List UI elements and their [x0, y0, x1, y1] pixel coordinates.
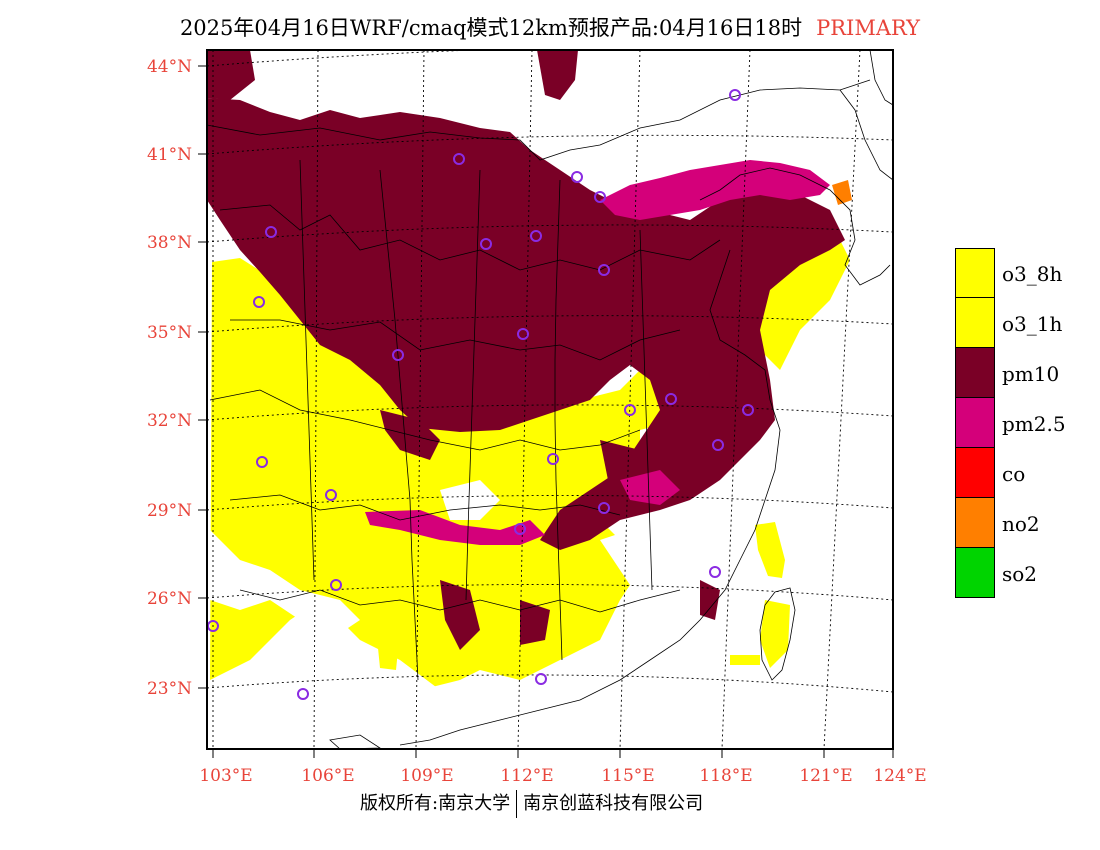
- footer-separator: [516, 790, 518, 818]
- lat-label: 44°N: [147, 57, 192, 77]
- pm25-region: [365, 160, 830, 545]
- title-text: 2025年04月16日WRF/cmaq模式12km预报产品:04月16日18时: [179, 16, 803, 40]
- lon-label: 106°E: [301, 766, 354, 786]
- graticule: [207, 50, 893, 749]
- lat-label: 35°N: [147, 323, 192, 343]
- legend-swatch: [955, 498, 995, 548]
- legend-swatch: [955, 448, 995, 498]
- legend-swatch: [955, 248, 995, 298]
- lon-label: 112°E: [500, 766, 553, 786]
- copyright-footer: 版权所有:南京大学 南京创蓝科技有限公司: [360, 789, 703, 818]
- legend-swatch: [955, 348, 995, 398]
- legend-label: no2: [1002, 512, 1040, 536]
- lat-label: 29°N: [147, 501, 192, 521]
- footer-left: 版权所有:南京大学: [360, 793, 511, 814]
- legend-label: co: [1002, 462, 1026, 486]
- legend-label: pm2.5: [1002, 412, 1066, 436]
- legend-label: so2: [1002, 562, 1038, 586]
- lon-label: 103°E: [199, 766, 252, 786]
- lat-label: 32°N: [147, 411, 192, 431]
- map-frame: [206, 49, 894, 750]
- tick-marks: [198, 65, 894, 758]
- lat-labels: 44°N 41°N 38°N 35°N 32°N 29°N 26°N 23°N: [147, 57, 192, 699]
- lat-label: 26°N: [147, 589, 192, 609]
- lon-labels: 103°E 106°E 109°E 112°E 115°E 118°E 121°…: [199, 766, 926, 786]
- legend-label: pm10: [1002, 362, 1060, 386]
- lon-label: 115°E: [601, 766, 654, 786]
- lat-label: 41°N: [147, 145, 192, 165]
- lon-label: 118°E: [699, 766, 752, 786]
- lon-label: 121°E: [799, 766, 852, 786]
- map-title: 2025年04月16日WRF/cmaq模式12km预报产品:04月16日18时 P…: [0, 12, 1100, 42]
- legend-label: o3_8h: [1002, 262, 1063, 286]
- title-tag: PRIMARY: [816, 16, 921, 40]
- no2-region: [832, 180, 852, 205]
- lat-label: 23°N: [147, 679, 192, 699]
- legend-swatch: [955, 398, 995, 448]
- legend-label: o3_1h: [1002, 312, 1063, 336]
- legend-swatch: [955, 548, 995, 598]
- legend-swatch: [955, 298, 995, 348]
- footer-right: 南京创蓝科技有限公司: [523, 793, 704, 814]
- lon-label: 124°E: [873, 766, 926, 786]
- lat-label: 38°N: [147, 233, 192, 253]
- lon-label: 109°E: [400, 766, 453, 786]
- boundary-lines: [207, 50, 893, 749]
